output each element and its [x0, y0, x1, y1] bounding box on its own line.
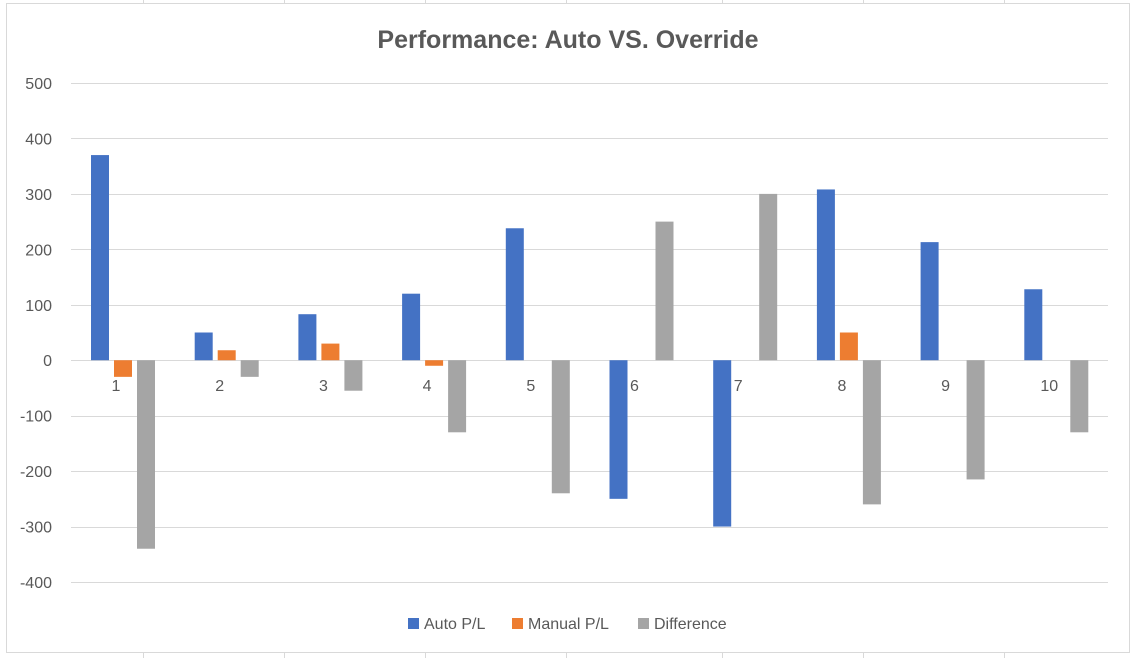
bar-difference-2[interactable]	[240, 360, 259, 377]
y-tick-label: 100	[25, 298, 52, 315]
bar-manual-p-l-4[interactable]	[425, 360, 444, 366]
bar-difference-4[interactable]	[448, 360, 467, 433]
y-tick-label: -400	[20, 575, 52, 592]
sheet-column-gridline	[284, 650, 285, 658]
bar-manual-p-l-8[interactable]	[839, 332, 858, 361]
bar-manual-p-l-1[interactable]	[114, 360, 132, 377]
chart-area[interactable]	[6, 3, 1130, 653]
x-category-label: 8	[837, 378, 846, 395]
plot-area[interactable]	[91, 155, 1089, 549]
x-category-label: 4	[423, 378, 432, 395]
legend-swatch	[638, 618, 649, 629]
x-category-label: 9	[941, 378, 950, 395]
sheet-column-gridline	[1004, 650, 1005, 658]
sheet-column-gridline	[425, 650, 426, 658]
legend-swatch	[512, 618, 523, 629]
x-category-label: 2	[215, 378, 224, 395]
legend-entry-label[interactable]: Manual P/L	[528, 616, 609, 633]
bar-auto-p-l-5[interactable]	[505, 228, 524, 361]
bar-difference-3[interactable]	[344, 360, 363, 391]
x-category-label: 1	[112, 378, 121, 395]
bar-difference-6[interactable]	[655, 221, 674, 361]
y-tick-label: -100	[20, 409, 52, 426]
chart-title: Performance: Auto VS. Override	[377, 26, 758, 54]
gridlines	[71, 83, 1108, 583]
y-axis-tick-labels: -400 -300 -200 -100 0 100 200 300 400 500	[20, 76, 52, 592]
bar-difference-1[interactable]	[137, 360, 155, 549]
legend-entry-label[interactable]: Difference	[654, 616, 727, 633]
bar-difference-5[interactable]	[551, 360, 570, 494]
bar-auto-p-l-1[interactable]	[91, 155, 109, 361]
y-tick-label: 0	[43, 353, 52, 370]
sheet-column-gridline	[863, 650, 864, 658]
y-tick-label: -200	[20, 464, 52, 481]
x-category-label: 3	[319, 378, 328, 395]
bar-difference-10[interactable]	[1070, 360, 1089, 433]
bar-auto-p-l-6[interactable]	[609, 360, 628, 499]
y-tick-label: 300	[25, 187, 52, 204]
bar-difference-7[interactable]	[759, 193, 778, 361]
x-category-label: 10	[1040, 378, 1058, 395]
bar-difference-8[interactable]	[862, 360, 881, 505]
bar-auto-p-l-8[interactable]	[816, 189, 835, 361]
sheet-column-gridline	[722, 650, 723, 658]
sheet-column-gridline	[143, 650, 144, 658]
bar-auto-p-l-10[interactable]	[1024, 289, 1043, 361]
y-tick-label: 200	[25, 242, 52, 259]
bar-auto-p-l-7[interactable]	[713, 360, 732, 527]
x-category-label: 5	[526, 378, 535, 395]
bar-difference-9[interactable]	[966, 360, 985, 480]
bar-auto-p-l-3[interactable]	[298, 314, 317, 361]
legend-swatch	[408, 618, 419, 629]
bar-auto-p-l-2[interactable]	[194, 332, 213, 361]
bar-auto-p-l-9[interactable]	[920, 242, 939, 361]
y-tick-label: 400	[25, 131, 52, 148]
y-tick-label: -300	[20, 520, 52, 537]
sheet-column-gridline	[566, 650, 567, 658]
bar-manual-p-l-3[interactable]	[321, 343, 340, 361]
bar-auto-p-l-4[interactable]	[402, 293, 421, 361]
x-category-label: 7	[734, 378, 743, 395]
y-tick-label: 500	[25, 76, 52, 93]
legend-entry-label[interactable]: Auto P/L	[424, 616, 485, 633]
bar-manual-p-l-2[interactable]	[217, 350, 236, 361]
x-category-label: 6	[630, 378, 639, 395]
x-axis-category-labels: 1 2 3 4 5 6 7 8 9 10	[112, 378, 1059, 395]
legend[interactable]: Auto P/L Manual P/L Difference	[408, 616, 727, 633]
